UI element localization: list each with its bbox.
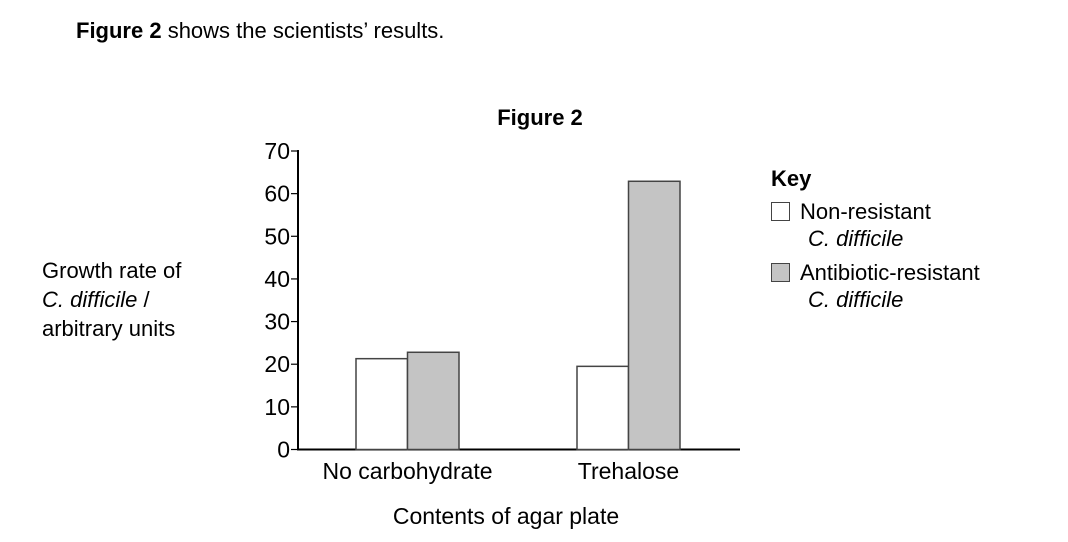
bar-resistant [406, 351, 460, 451]
bar-resistant [627, 180, 681, 451]
x-axis-label: Contents of agar plate [393, 503, 619, 529]
legend: Key Non-resistant C. difficile Antibiotic… [771, 165, 980, 313]
legend-item-non-resistant: Non-resistant C. difficile [771, 198, 980, 252]
y-tick-label: 50 [264, 223, 290, 249]
y-tick-label: 0 [277, 437, 290, 463]
legend-title: Key [771, 166, 812, 191]
y-label-species: C. difficile [42, 287, 138, 312]
y-tick-label: 10 [264, 394, 290, 420]
y-tick-label: 40 [264, 266, 290, 292]
legend-item-resistant: Antibiotic-resistant C. difficile [771, 259, 980, 313]
legend-label: Antibiotic-resistant [800, 260, 980, 285]
y-label-line3: arbitrary units [42, 316, 176, 341]
intro-text: Figure 2 shows the scientists’ results. [76, 18, 444, 44]
x-tick-label: No carbohydrate [322, 458, 492, 484]
figure-reference: Figure 2 [76, 18, 162, 43]
y-label-slash: / [137, 287, 150, 312]
bar-non-resistant [355, 357, 409, 451]
bar-non-resistant [576, 365, 630, 451]
y-tick-label: 60 [264, 181, 290, 207]
legend-swatch-white [771, 202, 790, 221]
y-label-line2: C. difficile / [42, 285, 181, 314]
figure-title: Figure 2 [497, 105, 583, 130]
intro-rest: shows the scientists’ results. [161, 18, 445, 43]
y-label-line1: Growth rate of [42, 258, 182, 283]
y-tick-label: 20 [264, 351, 290, 377]
legend-label-species: C. difficile [808, 287, 904, 312]
legend-label: Non-resistant [800, 199, 931, 224]
x-tick-label: Trehalose [578, 458, 679, 484]
y-tick-label: 30 [264, 309, 290, 335]
legend-swatch-grey [771, 263, 790, 282]
y-tick-label: 70 [264, 138, 290, 164]
y-axis-label: Growth rate of C. difficile / arbitrary … [42, 256, 181, 343]
legend-label-species: C. difficile [808, 226, 904, 251]
